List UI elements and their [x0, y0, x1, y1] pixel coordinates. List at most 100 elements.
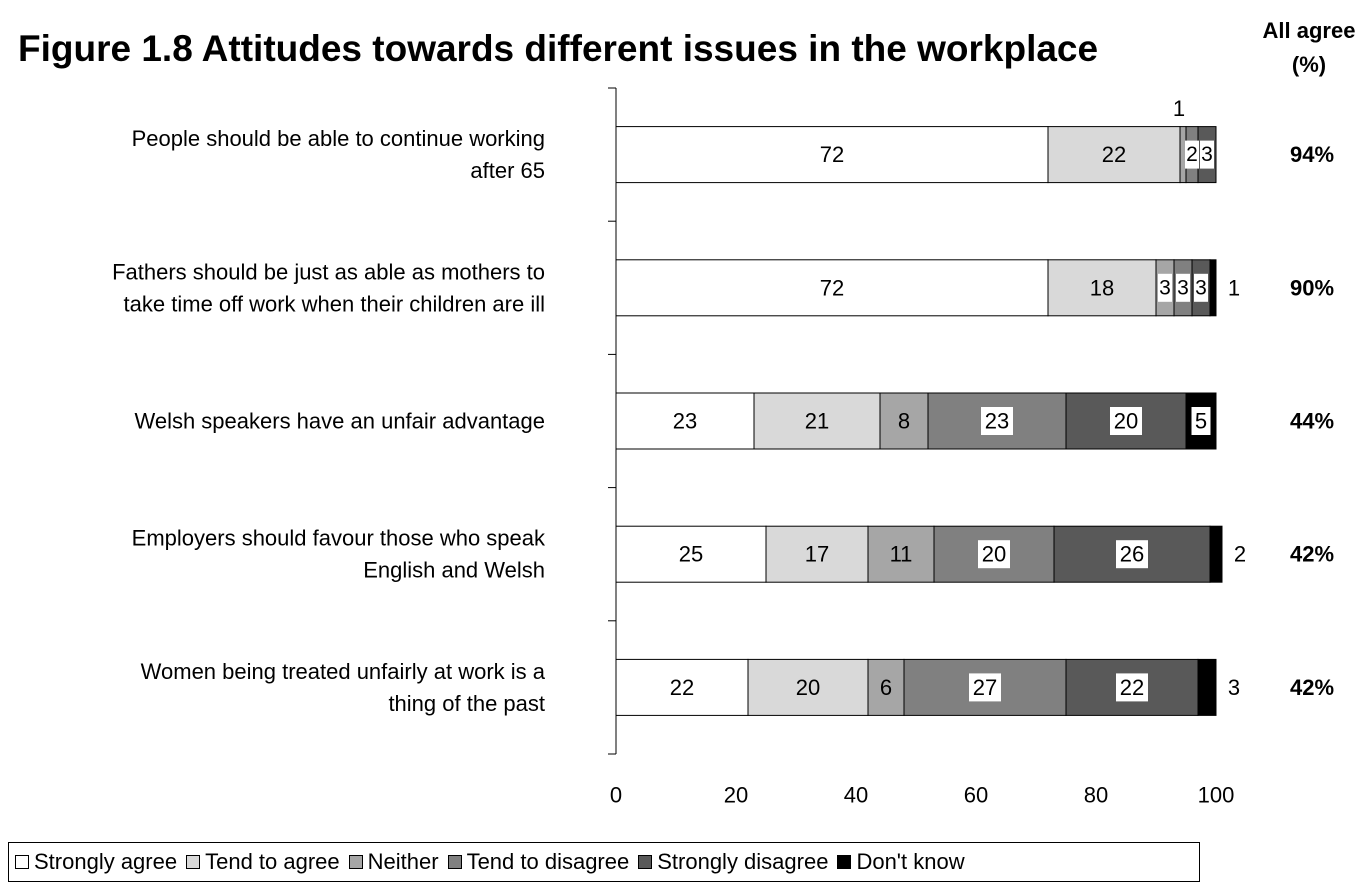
legend-label: Don't know: [856, 849, 965, 874]
data-label: 6: [880, 675, 892, 700]
bar-segment: [615, 126, 1049, 184]
data-label: 72: [820, 142, 844, 167]
category-label: Employers should favour those who speak: [132, 526, 546, 551]
all-agree-value: 94%: [1290, 142, 1334, 167]
bar-segment: [1047, 126, 1181, 184]
legend-item: Tend to agree: [186, 849, 340, 875]
data-label: 2: [1234, 542, 1246, 567]
legend-label: Neither: [367, 849, 439, 874]
legend-label: Tend to disagree: [466, 849, 630, 874]
legend-swatch: [447, 855, 462, 869]
data-label: 21: [805, 409, 829, 434]
data-label: 3: [1228, 675, 1240, 700]
x-tick-label: 20: [724, 783, 748, 808]
all-agree-header: All agree (%): [1250, 14, 1368, 82]
data-label: 23: [673, 409, 697, 434]
bar-segment: [879, 392, 929, 450]
data-label: 20: [1114, 409, 1138, 434]
data-label-bg: [978, 540, 1010, 569]
data-label-bg: [1200, 140, 1214, 169]
data-label: 3: [1201, 143, 1213, 166]
all-agree-header-line-2: (%): [1291, 52, 1327, 77]
data-label: 3: [1159, 276, 1171, 299]
category-label: English and Welsh: [363, 558, 545, 583]
bar-segment: [867, 658, 905, 716]
data-label: 22: [1102, 142, 1126, 167]
data-label: 1: [1228, 275, 1240, 300]
legend-item: Don't know: [837, 849, 965, 875]
data-label: 25: [679, 542, 703, 567]
data-label: 23: [985, 409, 1009, 434]
all-agree-header-line-1: All agree: [1262, 18, 1356, 43]
all-agree-value: 42%: [1290, 675, 1334, 700]
bar-segment: [867, 525, 935, 583]
all-agree-value: 90%: [1290, 275, 1334, 300]
bar-segment: [615, 392, 755, 450]
data-label: 5: [1195, 409, 1207, 434]
legend-item: Strongly disagree: [638, 849, 828, 875]
data-label-bg: [1116, 540, 1148, 569]
data-label: 17: [805, 542, 829, 567]
bar-segment: [1209, 259, 1217, 317]
data-label: 72: [820, 275, 844, 300]
bar-segment: [753, 392, 881, 450]
x-tick-label: 80: [1084, 783, 1108, 808]
bar-segment: [1197, 658, 1217, 716]
data-label-bg: [969, 673, 1001, 702]
legend-swatch: [15, 855, 29, 869]
data-label-bg: [1116, 673, 1148, 702]
data-label: 18: [1090, 275, 1114, 300]
data-label: 1: [1173, 96, 1185, 121]
category-label: Fathers should be just as able as mother…: [112, 259, 545, 284]
legend-swatch: [638, 855, 653, 869]
chart-title: Figure 1.8 Attitudes towards different i…: [18, 28, 1099, 69]
legend-item: Strongly agree: [15, 849, 177, 875]
all-agree-value: 42%: [1290, 542, 1334, 567]
data-label: 26: [1120, 542, 1144, 567]
x-tick-label: 40: [844, 783, 868, 808]
legend-label: Strongly agree: [34, 849, 178, 874]
category-label: thing of the past: [388, 691, 545, 716]
legend-swatch: [348, 855, 363, 869]
data-label: 27: [973, 675, 997, 700]
data-label-bg: [1158, 273, 1172, 302]
legend-swatch: [186, 855, 201, 869]
bar-segment: [1209, 525, 1223, 583]
bar-segment: [1047, 259, 1157, 317]
data-label: 8: [898, 409, 910, 434]
data-label: 22: [1120, 675, 1144, 700]
data-label-bg: [981, 407, 1013, 435]
category-label: Women being treated unfairly at work is …: [141, 659, 546, 684]
category-label: Welsh speakers have an unfair advantage: [134, 409, 545, 434]
data-label: 20: [796, 675, 820, 700]
x-tick-label: 0: [610, 783, 622, 808]
data-label: 22: [670, 675, 694, 700]
category-label: after 65: [470, 158, 545, 183]
category-label: People should be able to continue workin…: [132, 126, 545, 151]
bar-segment: [615, 525, 767, 583]
data-label-bg: [1194, 273, 1208, 302]
bar-segment: [765, 525, 869, 583]
legend-swatch: [837, 855, 852, 869]
category-label: take time off work when their children a…: [124, 291, 545, 316]
data-label: 11: [890, 542, 913, 567]
legend-item: Neither: [348, 849, 439, 875]
data-label: 3: [1177, 276, 1189, 299]
data-label-bg: [1176, 273, 1190, 302]
stacked-bar-chart: 0 20 40 60 80 100 People should be able to con…: [112, 87, 1334, 808]
x-tick-label: 60: [964, 783, 988, 808]
data-label-bg: [1110, 407, 1142, 435]
legend-label: Strongly disagree: [657, 849, 829, 874]
data-label-bg: [1185, 140, 1199, 169]
legend-label: Tend to agree: [205, 849, 340, 874]
data-label: 20: [982, 542, 1006, 567]
bar-segment: [747, 658, 869, 716]
bar-segment: [615, 259, 1049, 317]
data-label: 2: [1186, 143, 1198, 166]
chart-legend: Strongly agree Tend to agree Neither Tend t…: [8, 842, 1200, 882]
legend-item: Tend to disagree: [447, 849, 630, 875]
data-label-bg: [1191, 407, 1211, 435]
all-agree-value: 44%: [1290, 409, 1334, 434]
x-tick-label: 100: [1198, 783, 1235, 808]
data-label: 3: [1195, 276, 1207, 299]
